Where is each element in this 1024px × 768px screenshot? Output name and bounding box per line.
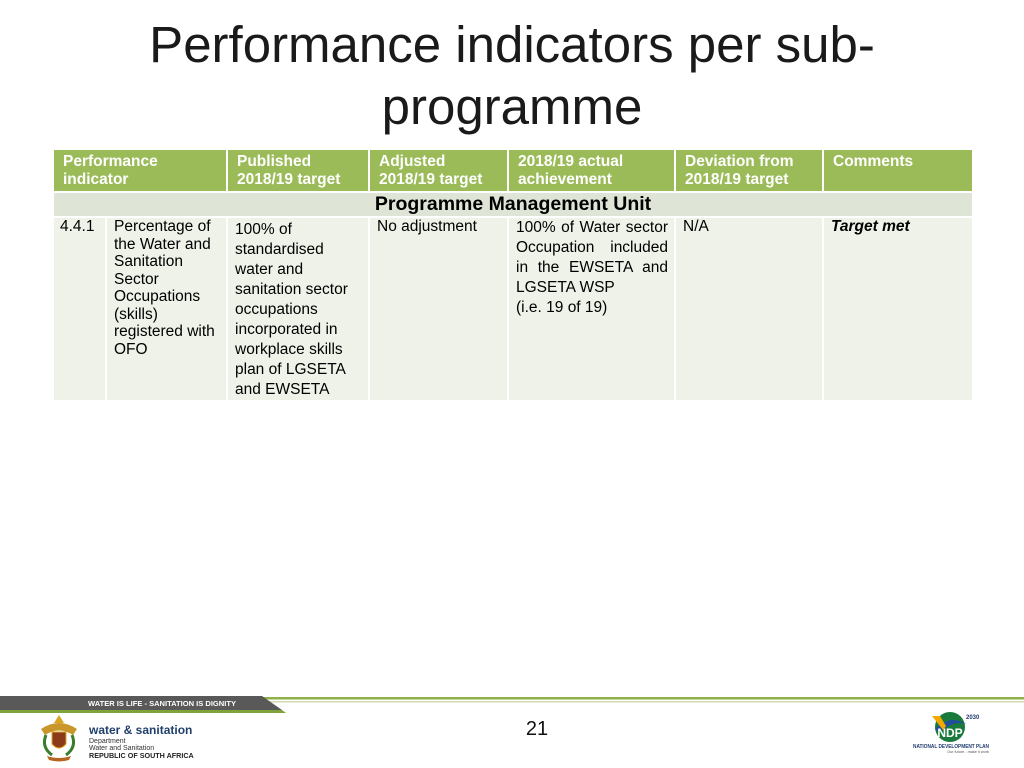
page-number: 21: [525, 718, 549, 740]
header-performance-indicator: Performance indicator: [52, 148, 228, 193]
header-deviation: Deviation from 2018/19 target: [674, 148, 824, 193]
header-actual-achievement: 2018/19 actual achievement: [507, 148, 676, 193]
department-name-line: Water and Sanitation: [89, 745, 155, 752]
coat-sun: [54, 715, 64, 723]
actual-achievement-detail: (i.e. 19 of 19): [516, 299, 608, 316]
footer-slogan-band: WATER IS LIFE - SANITATION IS DIGNITY: [0, 696, 1024, 713]
coat-of-arms-icon: [41, 715, 77, 762]
coat-wings: [41, 723, 77, 735]
footer-band-stripe: [0, 710, 286, 713]
actual-achievement-text: 100% of Water sector Occupation included…: [516, 219, 668, 296]
ndp-circle: [935, 712, 965, 742]
adjusted-target-cell: No adjustment: [368, 216, 509, 402]
coat-wheat-left: [43, 734, 53, 757]
ndp-acronym: NDP: [937, 726, 962, 740]
published-target-cell: 100% of standardised water and sanitatio…: [226, 216, 370, 402]
deviation-cell: N/A: [674, 216, 824, 402]
coat-ribbon: [47, 756, 71, 762]
footer-band-shape: [0, 696, 282, 710]
header-published-target: Published 2018/19 target: [226, 148, 370, 193]
footer-slogan: WATER IS LIFE - SANITATION IS DIGNITY: [88, 699, 236, 708]
table-header-row: Performance indicator Published 2018/19 …: [52, 148, 974, 193]
department-brand: water & sanitation: [89, 723, 193, 737]
section-row: Programme Management Unit: [52, 191, 974, 218]
comments-cell: Target met: [822, 216, 974, 402]
footer-line: [250, 697, 1024, 700]
header-adjusted-target: Adjusted 2018/19 target: [368, 148, 509, 193]
slide-title: Performance indicators per sub-programme: [149, 16, 875, 135]
header-comments: Comments: [822, 148, 974, 193]
coat-shield: [51, 731, 67, 749]
department-line: Department: [89, 738, 126, 745]
performance-indicators-table: Performance indicator Published 2018/19 …: [52, 148, 974, 402]
footer-line-light: [250, 701, 1024, 703]
table-row: 4.4.1 Percentage of the Water and Sanita…: [52, 216, 974, 402]
ndp-name: NATIONAL DEVELOPMENT PLAN: [913, 744, 989, 750]
actual-achievement-cell: 100% of Water sector Occupation included…: [507, 216, 676, 402]
ndp-tagline: Our future - make it work: [947, 750, 989, 754]
country-line: REPUBLIC OF SOUTH AFRICA: [89, 751, 194, 760]
indicator-number: 4.4.1: [52, 216, 107, 402]
ndp-check: [932, 716, 946, 730]
section-title: Programme Management Unit: [52, 191, 974, 218]
indicator-description: Percentage of the Water and Sanitation S…: [105, 216, 228, 402]
ndp-year: 2030: [966, 715, 980, 721]
coat-wheat-right: [65, 734, 75, 757]
ndp-logo-icon: 2030 NDP NATIONAL DEVELOPMENT PLAN Our f…: [913, 712, 989, 754]
